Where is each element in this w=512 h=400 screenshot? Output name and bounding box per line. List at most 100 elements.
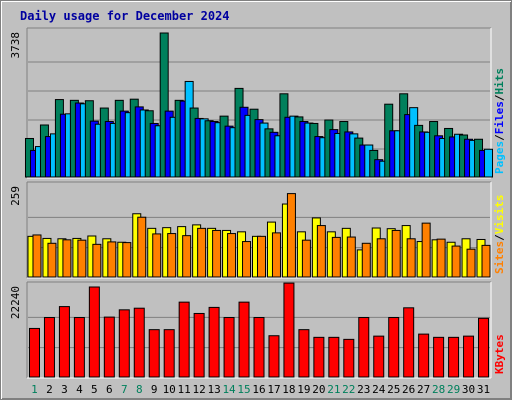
x-tick-label-10: 10 <box>163 383 176 396</box>
legend-entry-hits: Hits <box>493 68 506 95</box>
kbytes-bar-kbytes-undefined <box>433 336 445 378</box>
sites-visits-bar-sites-undefined <box>47 242 57 278</box>
kbytes-bar-kbytes-undefined <box>103 316 115 378</box>
x-tick-label-29: 29 <box>447 383 460 396</box>
kbytes-bar-kbytes-undefined <box>388 317 400 378</box>
kbytes-bar-kbytes-undefined <box>28 327 40 378</box>
kbytes-bar-kbytes-undefined <box>343 338 355 378</box>
sites-visits-legend: Sites/Visits <box>493 195 506 275</box>
kbytes-bar-kbytes-undefined <box>58 306 70 378</box>
kbytes-bar-kbytes-undefined <box>178 301 190 378</box>
sites-visits-bar-sites-undefined <box>182 235 192 278</box>
sites-visits-bar-sites-undefined <box>32 234 42 278</box>
sites-visits-bar-sites-undefined <box>481 244 491 278</box>
kbytes-bar-kbytes-undefined <box>73 317 85 378</box>
x-tick-label-20: 20 <box>312 383 325 396</box>
sites-visits-bar-sites-undefined <box>436 238 446 278</box>
kbytes-bar-kbytes-undefined <box>403 307 415 378</box>
kbytes-bar-kbytes-undefined <box>148 329 160 378</box>
x-tick-label-25: 25 <box>387 383 400 396</box>
kbytes-bar-kbytes-undefined <box>298 329 310 378</box>
kbytes-bar-kbytes-undefined <box>88 286 100 378</box>
kbytes-bar-kbytes-undefined <box>253 317 265 378</box>
kbytes-bar-kbytes-undefined <box>268 335 280 378</box>
hits-files-pages-bar-hits-10 <box>159 32 169 178</box>
x-tick-label-5: 5 <box>91 383 98 396</box>
x-tick-label-3: 3 <box>61 383 68 396</box>
kbytes-bar-kbytes-undefined <box>448 336 460 378</box>
sites-visits-bar-sites-undefined <box>451 245 461 278</box>
sites-visits-bar-sites-undefined <box>271 232 281 278</box>
x-tick-label-8: 8 <box>136 383 143 396</box>
x-tick-label-12: 12 <box>193 383 206 396</box>
legend-separator: / <box>493 234 506 241</box>
kbytes-bar-kbytes-undefined <box>478 317 490 378</box>
x-tick-label-28: 28 <box>432 383 445 396</box>
x-tick-label-30: 30 <box>462 383 475 396</box>
kbytes-ymax-label: 22240 <box>9 286 22 319</box>
legend-entry-pages: Pages <box>493 141 506 174</box>
hits-files-pages-legend: Pages/Files/Hits <box>493 68 506 174</box>
x-tick-label-14: 14 <box>222 383 236 396</box>
legend-entry-kbytes: KBytes <box>493 334 506 374</box>
kbytes-bar-kbytes-undefined <box>418 333 430 378</box>
x-tick-label-24: 24 <box>372 383 386 396</box>
x-tick-label-19: 19 <box>297 383 310 396</box>
sites-visits-bar-sites-undefined <box>62 239 72 278</box>
kbytes-bar-kbytes-undefined <box>223 317 235 378</box>
x-tick-label-21: 21 <box>327 383 340 396</box>
x-tick-label-23: 23 <box>357 383 370 396</box>
chart-title: Daily usage for December 2024 <box>20 9 230 23</box>
kbytes-bar-kbytes-undefined <box>193 312 205 378</box>
sites-visits-bar-sites-undefined <box>346 236 356 278</box>
x-tick-label-15: 15 <box>237 383 250 396</box>
sites-visits-bar-sites-undefined <box>361 242 371 278</box>
hits-files-pages-ymax-label: 3738 <box>9 32 22 59</box>
kbytes-bar-kbytes-undefined <box>373 335 385 378</box>
sites-visits-bar-sites-undefined <box>77 239 87 278</box>
sites-visits-bar-sites-undefined <box>167 233 177 278</box>
x-tick-label-2: 2 <box>46 383 53 396</box>
x-tick-label-4: 4 <box>76 383 83 396</box>
kbytes-bar-kbytes-undefined <box>283 282 295 378</box>
x-tick-label-13: 13 <box>207 383 220 396</box>
sites-visits-bar-sites-undefined <box>137 216 147 278</box>
kbytes-bar-kbytes-undefined <box>133 307 145 378</box>
sites-visits-bar-sites-undefined <box>391 229 401 278</box>
sites-visits-bar-sites-undefined <box>316 225 326 278</box>
sites-visits-bar-sites-undefined <box>122 242 132 278</box>
kbytes-bar-kbytes-undefined <box>313 336 325 378</box>
sites-visits-ymax-label: 259 <box>9 186 22 206</box>
sites-visits-bar-sites-undefined <box>286 193 296 278</box>
sites-visits-bar-sites-undefined <box>242 241 252 278</box>
sites-visits-bar-sites-undefined <box>331 236 341 278</box>
x-tick-label-16: 16 <box>252 383 265 396</box>
x-tick-label-26: 26 <box>402 383 415 396</box>
x-tick-label-18: 18 <box>282 383 295 396</box>
sites-visits-bar-sites-undefined <box>466 248 476 278</box>
legend-entry-visits: Visits <box>493 195 506 235</box>
sites-visits-bar-sites-undefined <box>152 233 162 278</box>
kbytes-legend: KBytes <box>493 334 506 374</box>
sites-visits-bar-sites-undefined <box>197 227 207 278</box>
legend-separator: / <box>493 134 506 141</box>
kbytes-bar-kbytes-undefined <box>163 329 175 378</box>
hits-files-pages-bar-pages-31 <box>484 148 494 178</box>
kbytes-bar-kbytes-undefined <box>238 301 250 378</box>
kbytes-bar-kbytes-undefined <box>463 335 475 378</box>
sites-visits-bar-sites-undefined <box>257 235 266 278</box>
sites-visits-bar-sites-undefined <box>376 238 386 278</box>
sites-visits-bar-sites-undefined <box>406 238 416 278</box>
kbytes-bar-kbytes-undefined <box>208 306 220 378</box>
sites-visits-bar-sites-undefined <box>227 233 237 278</box>
x-tick-label-1: 1 <box>31 383 38 396</box>
x-tick-label-22: 22 <box>342 383 355 396</box>
legend-separator: / <box>493 94 506 101</box>
x-tick-label-6: 6 <box>106 383 113 396</box>
sites-visits-bar-sites-undefined <box>107 241 117 278</box>
legend-entry-files: Files <box>493 101 506 134</box>
x-tick-label-17: 17 <box>267 383 280 396</box>
sites-visits-bar-sites-undefined <box>92 243 102 278</box>
